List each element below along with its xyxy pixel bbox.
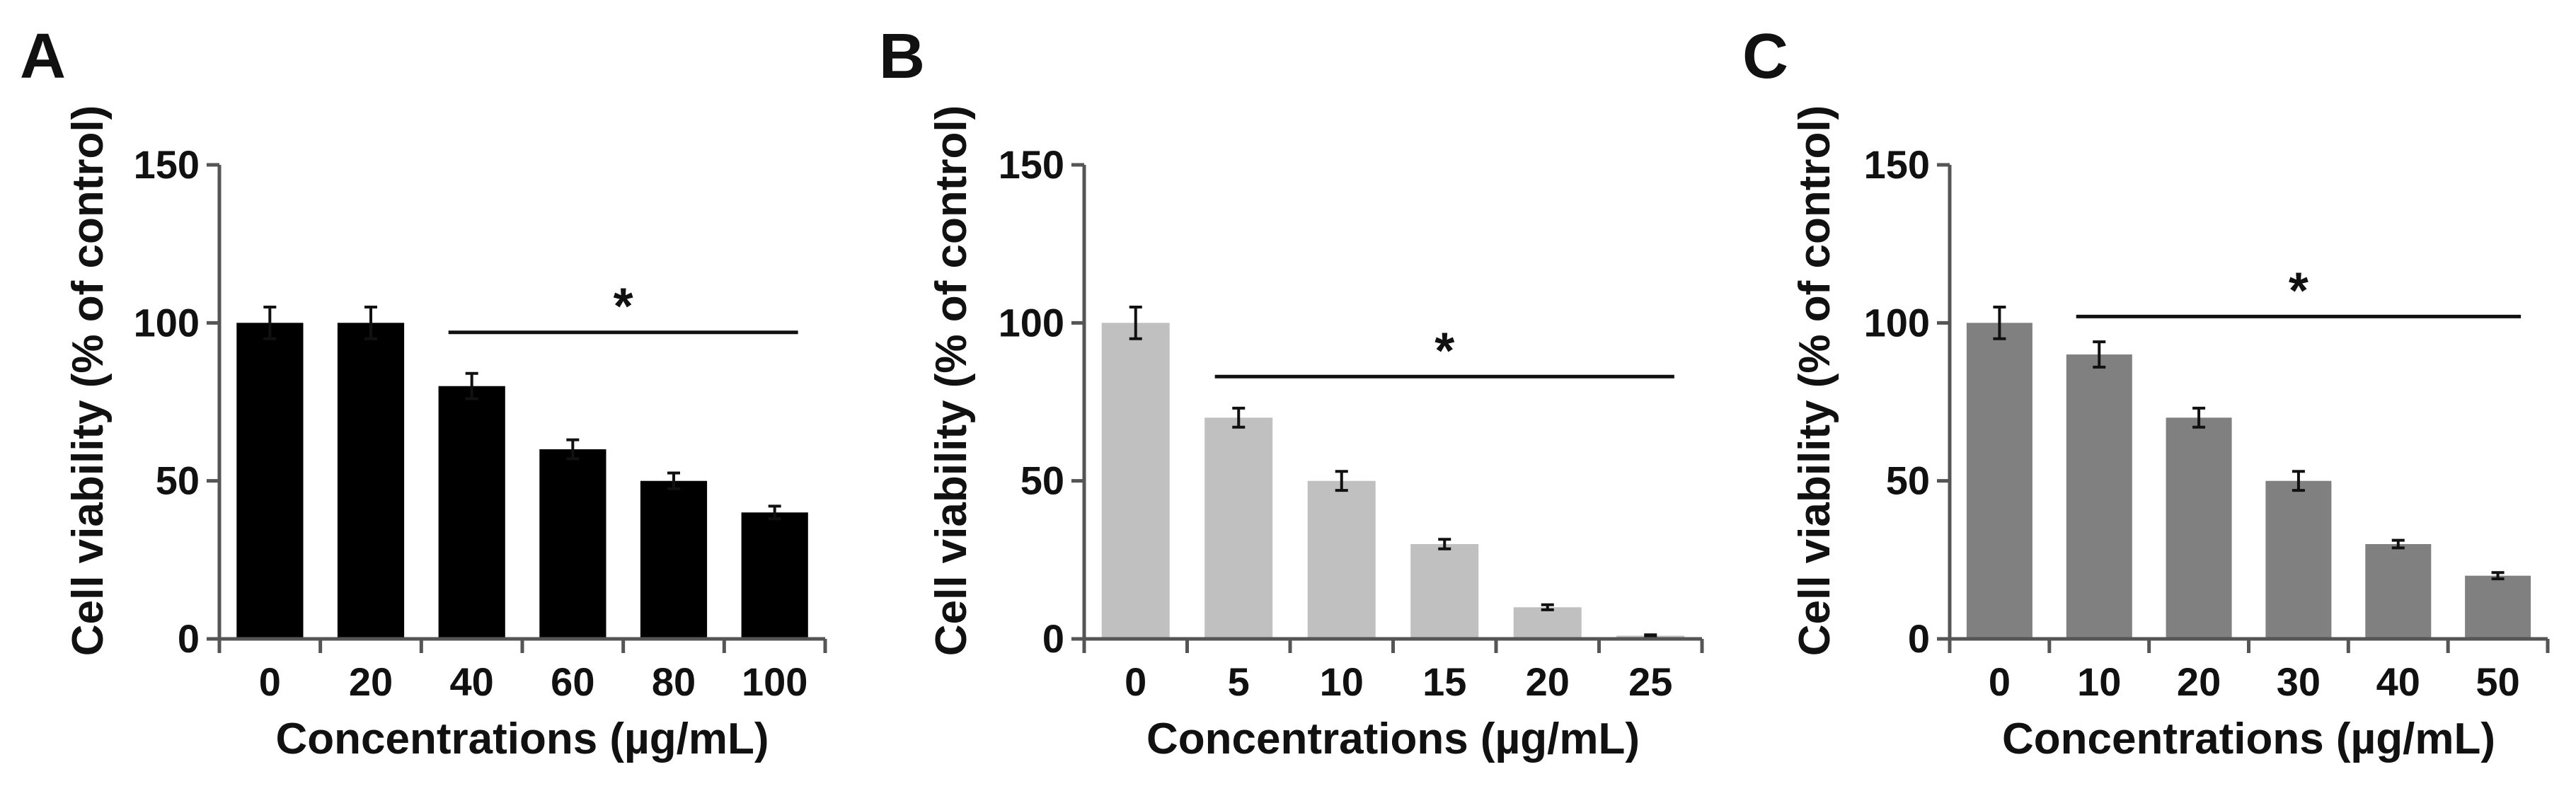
bar [741,512,808,639]
y-axis-title: Cell viability (% of control) [1790,105,1839,657]
bar [1513,607,1582,639]
x-axis-title: Concentrations (µg/mL) [2002,715,2495,763]
x-tick-label: 5 [1228,659,1250,704]
x-tick-label: 20 [349,659,393,704]
error-bar [566,438,580,461]
x-tick-label: 40 [2376,659,2420,704]
y-tick-label: 50 [1886,458,1930,503]
bar [2166,417,2232,639]
error-bar [1335,470,1348,492]
y-tick-label: 0 [1908,616,1930,661]
y-axis-title: Cell viability (% of control) [64,105,113,657]
error-bar [2491,571,2505,581]
x-tick-label: 40 [450,659,494,704]
y-tick-label: 0 [1042,616,1064,661]
bar [1204,417,1273,639]
error-bar [2093,340,2106,369]
error-bar [2292,470,2305,492]
panel-label: A [20,21,66,92]
bar [539,449,606,639]
significance-star: * [614,279,633,335]
panel-label: C [1742,21,1788,92]
bar [1101,323,1170,639]
error-bar [1644,633,1657,638]
x-tick-label: 20 [1526,659,1570,704]
y-axis-title: Cell viability (% of control) [927,105,976,657]
y-tick-label: 100 [1864,300,1930,345]
error-bar [364,306,377,340]
bar [1307,480,1376,639]
y-tick-label: 50 [1020,458,1064,503]
x-tick-label: 10 [1320,659,1364,704]
y-tick-label: 150 [999,142,1064,187]
error-bar [1541,603,1554,611]
error-bar [1438,538,1451,550]
x-tick-label: 100 [742,659,807,704]
error-bar [2391,538,2405,550]
y-tick-label: 150 [1864,142,1930,187]
y-tick-label: 0 [178,616,200,661]
chart-panel-c: C 0 50 100 150 0 10 20 30 40 50 Concentrations (µg/… [1742,21,2550,763]
significance-star: * [1434,323,1454,379]
y-tick-label: 100 [134,300,200,345]
bar [640,480,708,639]
bar [1410,544,1479,639]
bar [337,323,405,639]
bar [2066,354,2132,639]
x-axis-title: Concentrations (µg/mL) [1146,715,1640,763]
x-tick-label: 60 [551,659,594,704]
x-axis-title: Concentrations (µg/mL) [275,715,769,763]
error-bar [1993,306,2006,340]
error-bar [1232,406,1246,429]
y-tick-label: 150 [134,142,200,187]
error-bar [263,306,277,340]
panel-label: B [879,21,925,92]
bar [438,386,505,639]
error-bar [667,471,680,490]
x-tick-label: 0 [1989,659,2011,704]
x-tick-label: 10 [2077,659,2121,704]
bar [1966,323,2032,639]
x-tick-label: 80 [652,659,696,704]
significance-star: * [2289,262,2308,319]
chart-panel-a: A 0 50 100 150 0 20 40 60 80 100 Concentrations (µg… [20,21,827,763]
x-tick-label: 25 [1628,659,1672,704]
x-tick-label: 0 [1125,659,1146,704]
y-tick-label: 100 [999,300,1064,345]
error-bar [768,504,781,521]
x-tick-label: 50 [2476,659,2519,704]
y-tick-label: 50 [156,458,200,503]
x-tick-label: 0 [259,659,281,704]
bar [2265,480,2332,639]
bar [236,323,304,639]
x-tick-label: 20 [2177,659,2221,704]
error-bar [2192,406,2206,429]
chart-panel-b: B 0 50 100 150 0 5 10 15 20 25 Concentrations (µg/m… [879,21,1704,763]
error-bar [465,371,478,400]
bar [2465,575,2531,639]
x-tick-label: 30 [2277,659,2321,704]
error-bar [1129,306,1142,340]
x-tick-label: 15 [1422,659,1466,704]
bar [2365,544,2432,639]
